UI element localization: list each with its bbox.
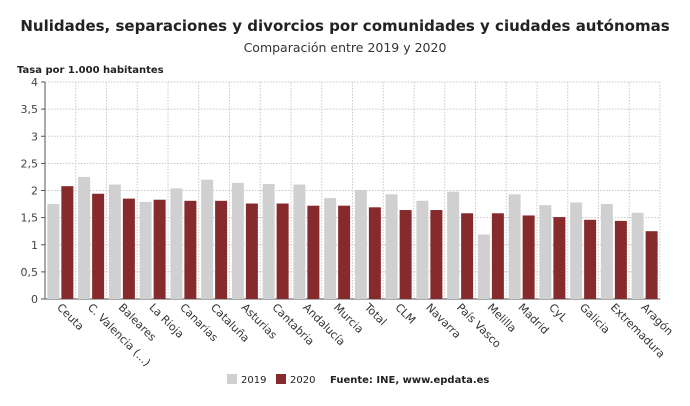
bar-2019-15 — [477, 234, 490, 299]
x-tick-label: CLM — [393, 301, 419, 327]
legend-label-2020: 2020 — [290, 375, 315, 386]
bar-2019-10 — [324, 198, 337, 299]
y-tick-label: 4 — [31, 76, 38, 89]
y-axis-label: Tasa por 1.000 habitantes — [17, 65, 164, 76]
bar-2020-12 — [399, 210, 412, 299]
bar-2019-12 — [385, 194, 398, 299]
chart-title: Nulidades, separaciones y divorcios por … — [20, 17, 669, 35]
bar-2019-3 — [108, 184, 121, 299]
y-tick-label: 3,5 — [21, 103, 39, 116]
y-tick-label: 0 — [31, 293, 38, 306]
bar-2020-10 — [338, 205, 351, 299]
bar-2019-6 — [201, 179, 214, 299]
bar-2020-1 — [61, 186, 74, 299]
bar-2020-4 — [153, 199, 166, 299]
bar-2019-18 — [570, 202, 583, 299]
y-tick-label: 3 — [31, 130, 38, 143]
x-tick-label: Madrid — [516, 301, 552, 337]
bar-2020-9 — [307, 205, 320, 299]
bar-2019-1 — [47, 204, 60, 299]
bar-2019-9 — [293, 184, 306, 299]
x-tick-label: Extremadura — [608, 301, 668, 361]
bar-2020-7 — [245, 203, 258, 299]
bar-2020-15 — [491, 213, 504, 299]
x-tick-label: Galicia — [577, 301, 613, 337]
bar-2020-13 — [430, 210, 443, 299]
bar-2019-11 — [354, 189, 367, 299]
bar-2020-5 — [184, 200, 197, 299]
bar-2020-17 — [553, 217, 566, 299]
bar-2020-2 — [92, 193, 105, 299]
bar-2019-19 — [600, 204, 613, 299]
bar-2020-6 — [215, 200, 228, 299]
bar-2019-8 — [262, 183, 275, 299]
bar-2019-14 — [447, 191, 460, 299]
bar-2020-11 — [368, 207, 381, 299]
bar-2020-20 — [645, 231, 658, 299]
legend-swatch-2019 — [227, 374, 237, 384]
legend-label-2019: 2019 — [241, 375, 266, 386]
bar-2020-14 — [461, 213, 474, 299]
bar-2019-20 — [631, 212, 644, 299]
y-tick-label: 0,5 — [21, 266, 39, 279]
bar-2019-13 — [416, 200, 429, 299]
x-tick-label: Ceuta — [54, 301, 86, 333]
bar-2019-17 — [539, 205, 552, 299]
bar-2020-3 — [122, 198, 135, 299]
x-tick-label: CyL — [546, 301, 570, 325]
bar-2019-16 — [508, 194, 521, 299]
bar-2020-16 — [522, 215, 535, 299]
bar-2019-2 — [78, 176, 91, 299]
bar-2020-19 — [614, 220, 627, 299]
bar-2020-8 — [276, 203, 289, 299]
bar-2019-5 — [170, 188, 183, 299]
bar-2019-7 — [231, 182, 244, 299]
bar-2020-18 — [584, 219, 597, 299]
x-tick-label: Total — [361, 300, 389, 328]
chart-subtitle: Comparación entre 2019 y 2020 — [244, 40, 447, 55]
y-tick-label: 1,5 — [21, 212, 39, 225]
y-tick-label: 2 — [31, 185, 38, 198]
y-tick-label: 2,5 — [21, 157, 39, 170]
bar-2019-4 — [139, 201, 152, 299]
legend-swatch-2020 — [276, 374, 286, 384]
legend: 2019 2020 Fuente: INE, www.epdata.es — [227, 374, 489, 386]
source-note: Fuente: INE, www.epdata.es — [330, 375, 489, 386]
y-tick-label: 1 — [31, 239, 38, 252]
